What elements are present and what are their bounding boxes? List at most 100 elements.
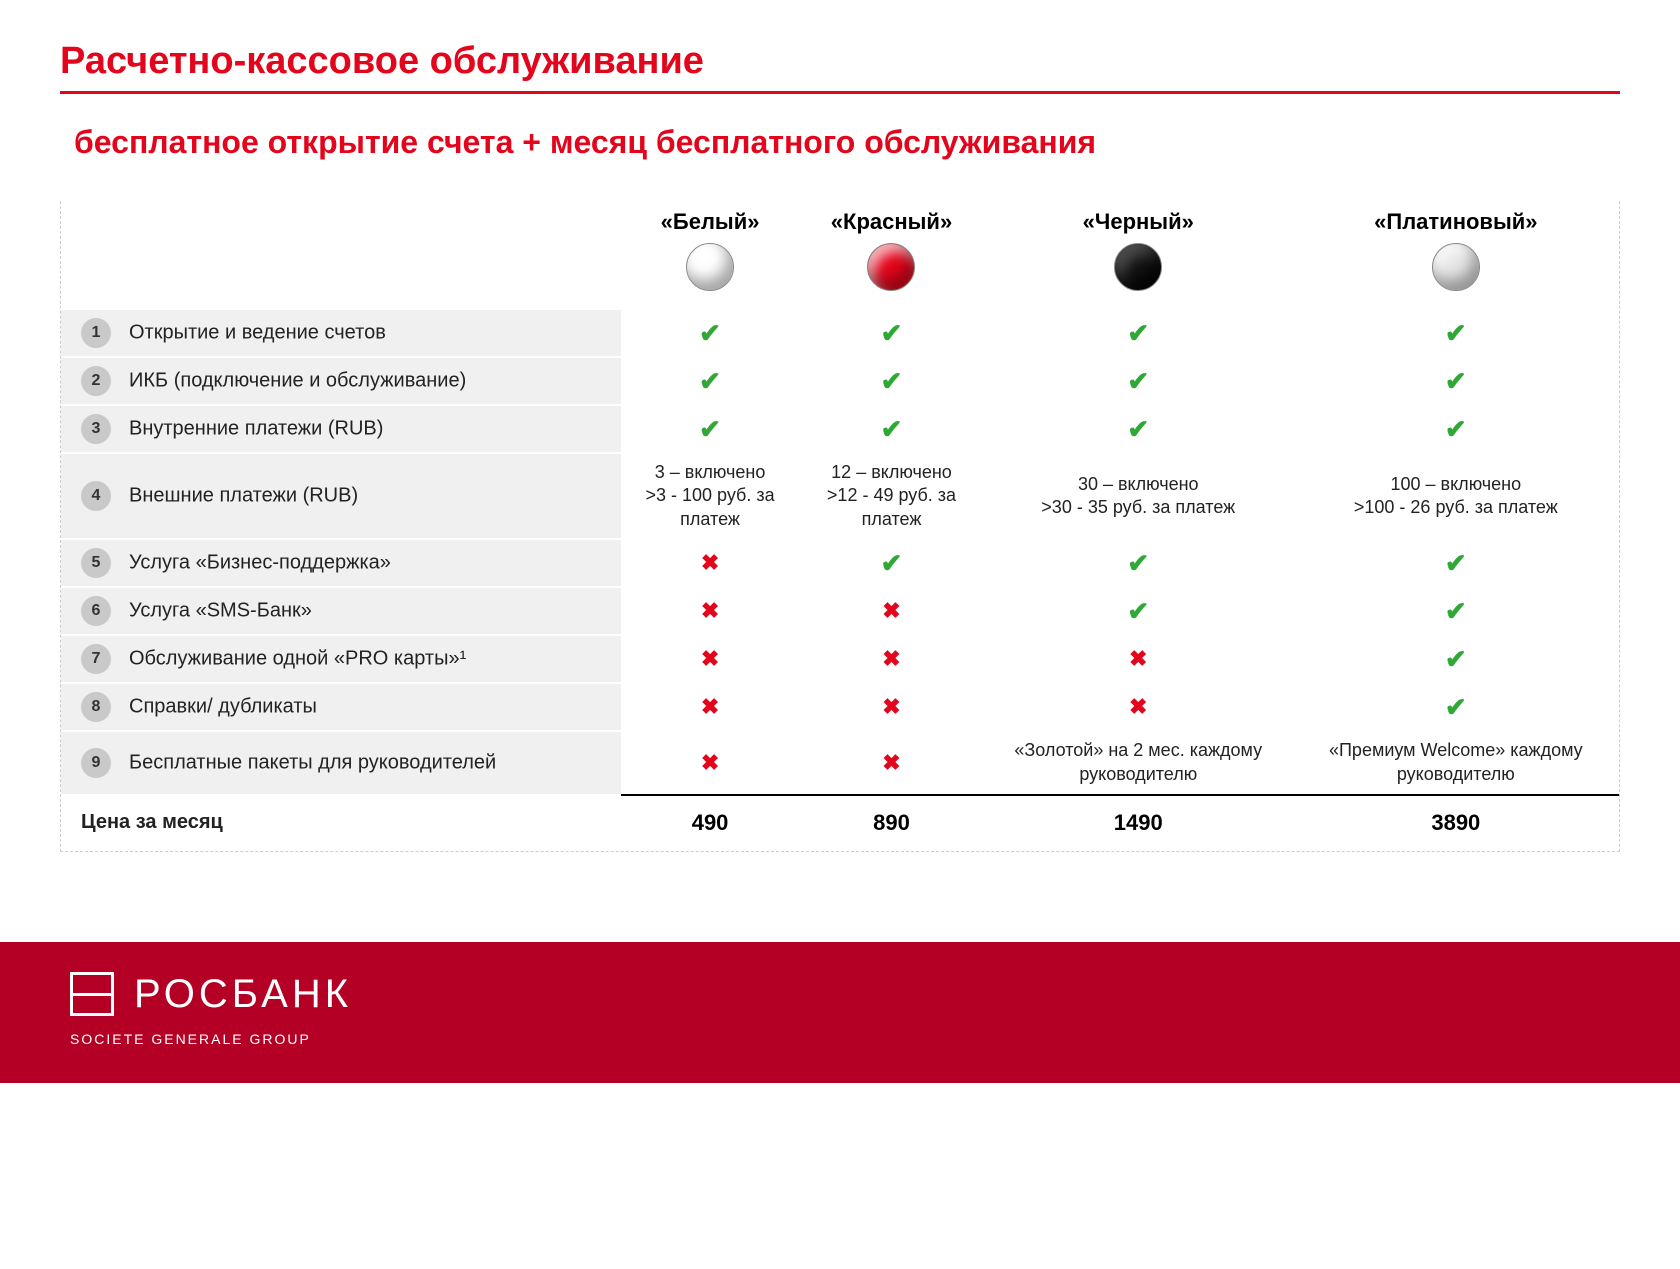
table-cell: ✔ — [984, 309, 1293, 357]
row-number-badge: 3 — [81, 414, 111, 444]
comparison-table: «Белый»«Красный»«Черный» «Платиновый» 1 От… — [61, 201, 1619, 851]
table-cell: ✖ — [621, 539, 799, 587]
table-cell: ✔ — [1293, 635, 1619, 683]
package-name: «Платиновый» — [1299, 209, 1613, 239]
footer-subtext: SOCIETE GENERALE GROUP — [70, 1031, 1610, 1047]
table-cell: ✖ — [984, 683, 1293, 731]
cross-icon: ✖ — [701, 750, 719, 775]
table-cell: 30 – включено>30 - 35 руб. за платеж — [984, 453, 1293, 539]
table-row: 3 Внутренние платежи (RUB) ✔ ✔ ✔ ✔ — [61, 405, 1619, 453]
table-cell: 12 – включено>12 - 49 руб. за платеж — [799, 453, 984, 539]
check-icon: ✔ — [881, 318, 903, 348]
table-row: 8 Справки/ дубликаты ✖ ✖ ✖ ✔ — [61, 683, 1619, 731]
table-cell: «Премиум Welcome» каждому руководителю — [1293, 731, 1619, 795]
row-label: Внутренние платежи (RUB) — [129, 417, 383, 439]
table-cell: ✔ — [1293, 357, 1619, 405]
cell-text: «Золотой» на 2 мес. каждому руководителю — [990, 739, 1287, 786]
row-number-badge: 5 — [81, 548, 111, 578]
price-row: Цена за месяц49089014903890 — [61, 795, 1619, 850]
table-row: 5Услуга «Бизнес-поддержка»✖✔✔✔ — [61, 539, 1619, 587]
table-cell: ✖ — [799, 635, 984, 683]
price-value: 1490 — [984, 795, 1293, 850]
check-icon: ✔ — [1445, 318, 1467, 348]
row-label: Справки/ дубликаты — [129, 695, 317, 717]
table-row: 6 Услуга «SMS-Банк» ✖ ✖ ✔ ✔ — [61, 587, 1619, 635]
table-cell: ✔ — [1293, 309, 1619, 357]
cross-icon: ✖ — [701, 646, 719, 671]
row-label-cell: 5Услуга «Бизнес-поддержка» — [61, 539, 621, 587]
cross-icon: ✖ — [701, 598, 719, 623]
check-icon: ✔ — [881, 414, 903, 444]
check-icon: ✔ — [1127, 414, 1149, 444]
check-icon: ✔ — [1127, 318, 1149, 348]
row-label: Внешние платежи (RUB) — [129, 484, 358, 506]
check-icon: ✔ — [699, 414, 721, 444]
cross-icon: ✖ — [882, 694, 900, 719]
table-cell: ✖ — [799, 683, 984, 731]
row-label-cell: 2 ИКБ (подключение и обслуживание) — [61, 357, 621, 405]
footer-brand: РОСБАНК — [70, 972, 1610, 1017]
cross-icon: ✖ — [882, 598, 900, 623]
row-label-cell: 9Бесплатные пакеты для руководителей — [61, 731, 621, 795]
row-label-cell: 8 Справки/ дубликаты — [61, 683, 621, 731]
table-cell: ✖ — [621, 683, 799, 731]
row-number-badge: 6 — [81, 596, 111, 626]
row-number-badge: 2 — [81, 366, 111, 396]
price-value: 490 — [621, 795, 799, 850]
package-header: «Красный» — [799, 201, 984, 309]
row-label-cell: 1 Открытие и ведение счетов — [61, 309, 621, 357]
footer-brand-name: РОСБАНК — [134, 972, 352, 1017]
package-header: «Платиновый» — [1293, 201, 1619, 309]
cross-icon: ✖ — [701, 694, 719, 719]
package-ball-icon — [1432, 243, 1480, 291]
row-label: ИКБ (подключение и обслуживание) — [129, 369, 466, 391]
check-icon: ✔ — [1445, 414, 1467, 444]
row-label-cell: 7Обслуживание одной «PRO карты»¹ — [61, 635, 621, 683]
title-underline — [60, 91, 1620, 94]
row-label: Открытие и ведение счетов — [129, 321, 386, 343]
table-cell: ✖ — [799, 587, 984, 635]
package-header: «Белый» — [621, 201, 799, 309]
table-row: 9Бесплатные пакеты для руководителей ✖ ✖ «З… — [61, 731, 1619, 795]
cell-text: 100 – включено>100 - 26 руб. за платеж — [1299, 473, 1613, 520]
row-number-badge: 8 — [81, 692, 111, 722]
check-icon: ✔ — [1445, 692, 1467, 722]
table-cell: ✖ — [621, 731, 799, 795]
table-row: 1 Открытие и ведение счетов ✔ ✔ ✔ ✔ — [61, 309, 1619, 357]
check-icon: ✔ — [699, 366, 721, 396]
table-cell: ✔ — [621, 309, 799, 357]
check-icon: ✔ — [1445, 548, 1467, 578]
check-icon: ✔ — [1445, 596, 1467, 626]
table-row: 7Обслуживание одной «PRO карты»¹ ✖ ✖ ✖ ✔ — [61, 635, 1619, 683]
row-label: Обслуживание одной «PRO карты»¹ — [129, 647, 466, 669]
package-ball-icon — [1114, 243, 1162, 291]
table-cell: ✖ — [799, 731, 984, 795]
row-label: Услуга «SMS-Банк» — [129, 599, 312, 621]
table-cell: ✔ — [621, 357, 799, 405]
package-name: «Черный» — [990, 209, 1287, 239]
row-number-badge: 1 — [81, 318, 111, 348]
table-cell: ✔ — [799, 405, 984, 453]
cross-icon: ✖ — [882, 646, 900, 671]
row-label-cell: 4Внешние платежи (RUB) — [61, 453, 621, 539]
table-row: 2ИКБ (подключение и обслуживание)✔✔✔✔ — [61, 357, 1619, 405]
table-cell: ✔ — [984, 539, 1293, 587]
table-cell: ✔ — [1293, 405, 1619, 453]
table-cell: ✔ — [799, 309, 984, 357]
row-label-cell: 6 Услуга «SMS-Банк» — [61, 587, 621, 635]
check-icon: ✔ — [1127, 548, 1149, 578]
cross-icon: ✖ — [882, 750, 900, 775]
price-label: Цена за месяц — [61, 795, 621, 850]
slide-body: Расчетно-кассовое обслуживание бесплатно… — [0, 0, 1680, 852]
page-subtitle: бесплатное открытие счета + месяц беспла… — [74, 124, 1620, 161]
cross-icon: ✖ — [1129, 694, 1147, 719]
row-label: Бесплатные пакеты для руководителей — [129, 751, 496, 773]
check-icon: ✔ — [1445, 366, 1467, 396]
comparison-table-container: «Белый»«Красный»«Черный» «Платиновый» 1 От… — [60, 201, 1620, 852]
check-icon: ✔ — [699, 318, 721, 348]
check-icon: ✔ — [1127, 596, 1149, 626]
table-cell: ✔ — [1293, 539, 1619, 587]
cross-icon: ✖ — [1129, 646, 1147, 671]
check-icon: ✔ — [1445, 644, 1467, 674]
table-cell: ✖ — [984, 635, 1293, 683]
